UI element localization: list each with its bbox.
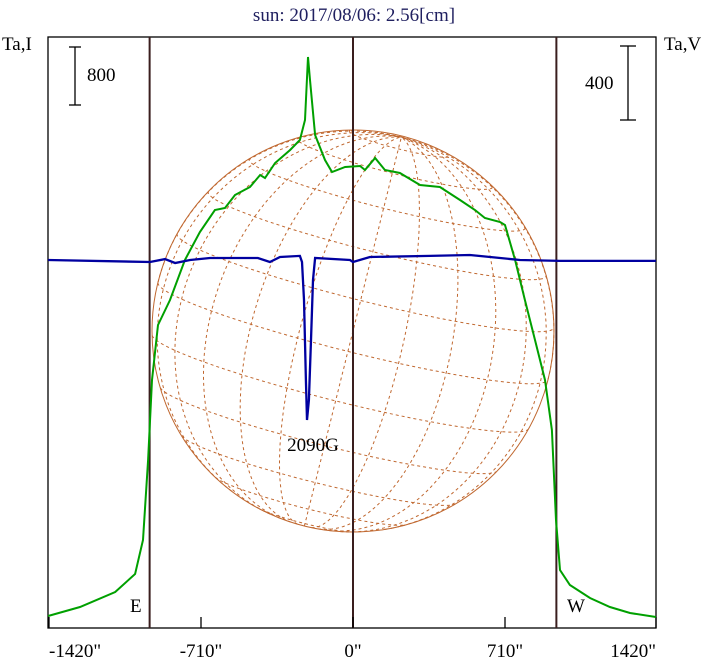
left-scale-bar (69, 46, 81, 106)
parallel-line (215, 476, 406, 526)
parallel-line (159, 387, 497, 475)
west-label: W (567, 596, 585, 617)
meridian-line (318, 136, 459, 530)
left-axis-label: Ta,I (2, 34, 32, 55)
x-tick-label: 1420" (610, 641, 656, 662)
left-scale-label: 800 (87, 65, 116, 86)
parallel-line (181, 435, 456, 506)
meridian-line (279, 136, 402, 525)
x-tick-label: -1420" (49, 641, 101, 662)
right-scale-bar (620, 45, 636, 121)
meridian-line (384, 136, 547, 530)
series-intensity-line (47, 56, 657, 618)
meridian-line (203, 135, 402, 519)
meridian-line (174, 133, 402, 515)
east-label: E (130, 596, 142, 617)
meridian-line (328, 136, 497, 532)
x-tick-label: 0" (344, 641, 361, 662)
meridian-line (340, 136, 527, 533)
meridian-line (311, 136, 420, 529)
field-annotation: 2090G (287, 435, 339, 456)
parallel-line (151, 335, 529, 433)
right-axis-label: Ta,V (664, 34, 701, 55)
meridian-line (239, 136, 402, 523)
parallel-line (259, 508, 353, 533)
parallel-line (248, 157, 526, 232)
meridian-line (303, 136, 402, 527)
parallel-line (157, 282, 549, 385)
parallel-line (296, 136, 493, 190)
chart-title: sun: 2017/08/06: 2.56[cm] (253, 5, 455, 26)
parallel-line (207, 190, 547, 281)
series-polarization-line (48, 253, 656, 421)
right-scale-label: 400 (585, 73, 614, 94)
parallel-line (348, 129, 451, 158)
parallel-line (176, 233, 555, 333)
x-tick-label: -710" (180, 641, 223, 662)
x-tick-label: 710" (487, 641, 523, 662)
